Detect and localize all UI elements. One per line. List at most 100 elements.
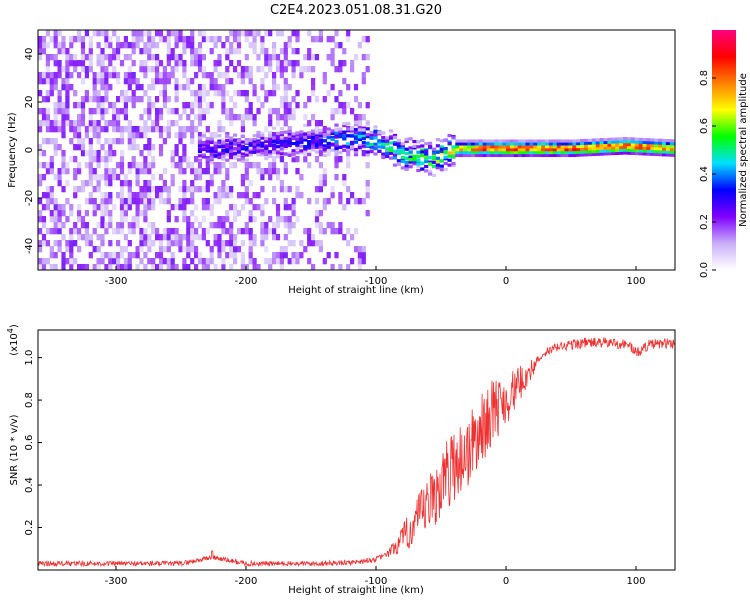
spectrogram-cell bbox=[186, 102, 191, 109]
spectrogram-ridge-cell bbox=[498, 148, 503, 152]
spectrogram-cell bbox=[205, 168, 210, 175]
spectrogram-ridge-cell bbox=[338, 145, 343, 150]
spectrogram-cell bbox=[158, 192, 164, 199]
spectrogram-ridge-cell bbox=[587, 153, 593, 157]
spectrogram-cell bbox=[213, 60, 218, 67]
spectrogram-cell bbox=[275, 234, 281, 241]
spectrogram-cell bbox=[108, 42, 113, 49]
spectrogram-cell bbox=[119, 90, 125, 97]
spectrogram-ridge-cell bbox=[205, 144, 210, 148]
spectrogram-cell bbox=[291, 30, 296, 37]
spectrogram-ridge-cell bbox=[307, 144, 312, 148]
spectrogram-cell bbox=[197, 174, 203, 181]
spectrogram-ridge-cell bbox=[517, 139, 522, 143]
spectrogram-cell bbox=[275, 252, 281, 259]
svg-text:(x104): (x104) bbox=[6, 324, 20, 356]
spectrogram-cell bbox=[162, 72, 167, 79]
spectrogram-ridge-cell bbox=[463, 139, 468, 143]
spectrogram-x-tick-label: 0 bbox=[503, 276, 509, 287]
spectrogram-ridge-cell bbox=[443, 148, 448, 152]
spectrogram-cell bbox=[162, 168, 167, 175]
spectrogram-cell bbox=[248, 198, 253, 205]
spectrogram-cell bbox=[318, 120, 323, 127]
spectrogram-cell bbox=[221, 258, 226, 265]
spectrogram-ridge-cell bbox=[365, 127, 370, 131]
spectrogram-cell bbox=[73, 66, 78, 73]
spectrogram-ridge-cell bbox=[506, 150, 511, 155]
spectrogram-cell bbox=[272, 42, 277, 49]
spectrogram-cell bbox=[38, 258, 43, 265]
colorbar-ticks: 0.00.20.40.60.8 bbox=[699, 70, 716, 278]
spectrogram-cell bbox=[283, 168, 288, 175]
spectrogram-cell bbox=[127, 42, 132, 49]
spectrogram-cell bbox=[182, 108, 187, 115]
spectrogram-cell bbox=[275, 114, 281, 121]
spectrogram-cell bbox=[41, 222, 47, 229]
spectrogram-ridge-cell bbox=[634, 143, 639, 147]
spectrogram-cell bbox=[248, 102, 253, 109]
spectrogram-cell bbox=[127, 96, 132, 103]
spectrogram-ridge-cell bbox=[451, 145, 456, 149]
spectrogram-cell bbox=[41, 174, 47, 181]
spectrogram-cell bbox=[100, 240, 105, 247]
spectrogram-cell bbox=[217, 252, 222, 259]
spectrogram-cell bbox=[260, 210, 265, 217]
spectrogram-cell bbox=[182, 216, 187, 223]
spectrogram-ridge-cell bbox=[400, 145, 405, 149]
spectrogram-ridge-cell bbox=[459, 148, 464, 152]
spectrogram-cell bbox=[69, 204, 74, 211]
spectrogram-cell bbox=[264, 150, 269, 157]
spectrogram-ridge-cell bbox=[665, 141, 671, 146]
spectrogram-cell bbox=[182, 204, 187, 211]
spectrogram-cell bbox=[322, 126, 327, 133]
spectrogram-cell bbox=[197, 252, 203, 259]
spectrogram-cell bbox=[166, 96, 171, 103]
spectrogram-cell bbox=[147, 96, 152, 103]
spectrogram-cell bbox=[221, 96, 226, 103]
spectrogram-cell bbox=[225, 168, 230, 175]
spectrogram-ridge-cell bbox=[233, 133, 238, 137]
spectrogram-cell bbox=[248, 234, 253, 241]
spectrogram-cell bbox=[45, 168, 50, 175]
spectrogram-cell bbox=[88, 144, 93, 151]
spectrogram-cell bbox=[57, 90, 62, 97]
spectrogram-cell bbox=[174, 84, 179, 91]
spectrogram-cell bbox=[233, 246, 238, 253]
spectrogram-ridge-cell bbox=[580, 150, 585, 154]
spectrogram-ridge-cell bbox=[244, 146, 249, 150]
spectrogram-cell bbox=[334, 66, 339, 73]
spectrogram-cell bbox=[162, 66, 167, 73]
spectrogram-cell bbox=[342, 102, 347, 109]
spectrogram-cell bbox=[314, 120, 320, 127]
spectrogram-cell bbox=[346, 102, 351, 109]
spectrogram-cell bbox=[197, 168, 203, 175]
spectrogram-cell bbox=[88, 156, 93, 163]
spectrogram-cell bbox=[158, 240, 164, 247]
spectrogram-ridge-cell bbox=[533, 153, 538, 158]
spectrogram-cell bbox=[186, 216, 191, 223]
spectrogram-ridge-cell bbox=[338, 151, 343, 155]
spectrogram-cell bbox=[104, 78, 109, 85]
spectrogram-cell bbox=[45, 204, 50, 211]
spectrogram-cell bbox=[38, 42, 43, 49]
spectrogram-cell bbox=[268, 258, 273, 265]
spectrogram-cell bbox=[330, 54, 335, 61]
spectrogram-ridge-cell bbox=[576, 153, 581, 157]
spectrogram-ridge-cell bbox=[630, 146, 635, 150]
spectrogram-cell bbox=[225, 36, 230, 43]
spectrogram-cell bbox=[322, 198, 327, 205]
spectrogram-y-tick-label: 0 bbox=[24, 147, 35, 153]
spectrogram-cell bbox=[100, 72, 105, 79]
spectrogram-cell bbox=[158, 150, 164, 157]
spectrogram-cell bbox=[221, 216, 226, 223]
spectrogram-cell bbox=[338, 198, 343, 205]
spectrogram-cell bbox=[61, 168, 66, 175]
spectrogram-cell bbox=[178, 36, 183, 43]
spectrogram-ridge-cell bbox=[400, 166, 405, 170]
spectrogram-ridge-cell bbox=[642, 143, 647, 147]
spectrogram-ridge-cell bbox=[517, 150, 522, 155]
spectrogram-cell bbox=[38, 210, 43, 217]
spectrogram-cell bbox=[80, 186, 86, 193]
spectrogram-ridge-cell bbox=[385, 151, 390, 156]
